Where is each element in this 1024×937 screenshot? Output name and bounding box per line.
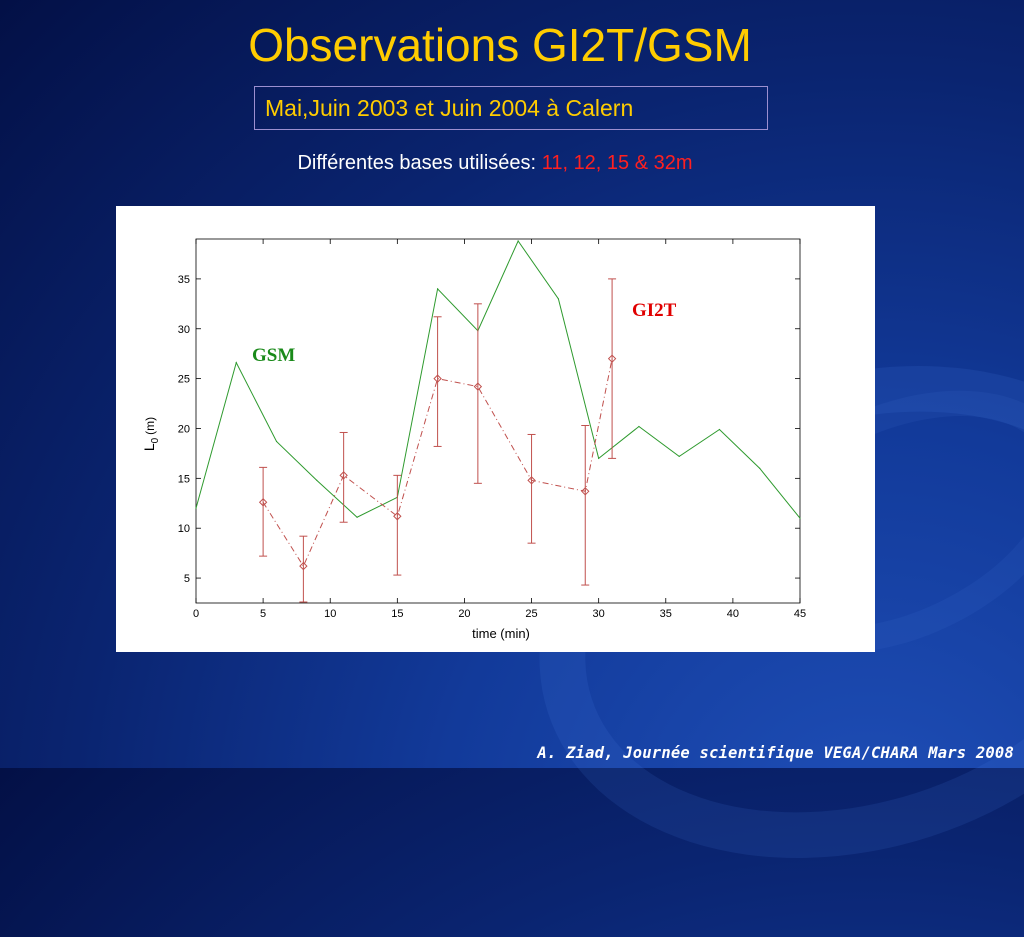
y-tick-label: 35 bbox=[178, 274, 190, 286]
x-tick-label: 5 bbox=[260, 608, 266, 620]
y-tick-label: 5 bbox=[184, 573, 190, 585]
gsm-point bbox=[195, 507, 197, 509]
gi2t-marker bbox=[258, 498, 268, 507]
gsm-series bbox=[195, 239, 801, 519]
x-tick-label: 20 bbox=[458, 608, 470, 620]
bases-line: Différentes bases utilisées: 11, 12, 15 … bbox=[0, 152, 990, 175]
x-tick-label: 0 bbox=[193, 608, 199, 620]
x-tick-label: 10 bbox=[324, 608, 336, 620]
gsm-point bbox=[638, 425, 640, 428]
y-tick-label: 10 bbox=[178, 523, 190, 535]
y-tick-label: 30 bbox=[178, 324, 190, 336]
chart-panel: 0 5 10 15 20 25 30 35 40 45 5 10 15 20 25 30 35 time (mi… bbox=[116, 206, 875, 652]
bases-values: 11, 12, 15 & 32m bbox=[541, 152, 693, 174]
y-axis-label-main: L bbox=[141, 443, 157, 451]
gsm-point bbox=[275, 440, 278, 443]
gsm-point bbox=[598, 457, 600, 459]
y-axis-label-unit: (m) bbox=[143, 417, 157, 435]
gsm-point bbox=[557, 298, 559, 300]
gi2t-marker bbox=[581, 487, 590, 496]
x-tick-label: 40 bbox=[727, 608, 739, 620]
x-tick-label: 30 bbox=[593, 608, 605, 620]
gi2t-marker bbox=[339, 471, 348, 480]
y-axis-label-sub: 0 bbox=[150, 437, 161, 443]
gi2t-marker bbox=[299, 561, 308, 571]
gsm-point bbox=[759, 467, 761, 469]
gsm-point bbox=[437, 288, 439, 290]
gsm-point bbox=[356, 516, 358, 518]
y-axis-label: L0 (m) bbox=[141, 417, 161, 451]
l0-time-chart: 0 5 10 15 20 25 30 35 40 45 5 10 15 20 25 30 35 time (mi… bbox=[141, 238, 806, 641]
y-tick-label: 15 bbox=[178, 473, 190, 485]
gi2t-line bbox=[262, 358, 613, 568]
gsm-point bbox=[799, 517, 801, 519]
gi2t-marker bbox=[393, 512, 402, 521]
gsm-point bbox=[678, 455, 680, 458]
x-tick-label: 35 bbox=[660, 608, 672, 620]
x-tick-label: 45 bbox=[794, 608, 806, 620]
footer-credit: A. Ziad, Journée scientifique VEGA/CHARA… bbox=[537, 744, 1014, 762]
axes-layer: 0 5 10 15 20 25 30 35 40 45 5 10 15 20 25 30 35 bbox=[178, 238, 806, 620]
subtitle-box: Mai,Juin 2003 et Juin 2004 à Calern bbox=[254, 86, 768, 130]
plot-frame bbox=[195, 238, 801, 604]
gi2t-series-label: GI2T bbox=[632, 300, 677, 321]
gi2t-series bbox=[258, 278, 617, 603]
x-tick-label: 25 bbox=[525, 608, 537, 620]
gi2t-marker bbox=[527, 476, 536, 485]
gsm-line bbox=[195, 239, 801, 519]
x-tick-label: 15 bbox=[391, 608, 403, 620]
gi2t-marker bbox=[433, 374, 442, 383]
bases-prefix: Différentes bases utilisées: bbox=[297, 152, 537, 174]
gsm-point bbox=[235, 362, 237, 364]
gsm-series-label: GSM bbox=[252, 345, 295, 366]
y-tick-label: 20 bbox=[178, 423, 190, 435]
gsm-point bbox=[517, 240, 519, 242]
slide-title: Observations GI2T/GSM bbox=[248, 19, 752, 71]
x-axis-label: time (min) bbox=[472, 626, 530, 641]
gi2t-marker bbox=[473, 382, 483, 391]
gsm-point bbox=[718, 428, 721, 431]
gi2t-marker bbox=[607, 354, 617, 363]
y-tick-label: 25 bbox=[178, 374, 190, 386]
gsm-point bbox=[316, 479, 318, 481]
